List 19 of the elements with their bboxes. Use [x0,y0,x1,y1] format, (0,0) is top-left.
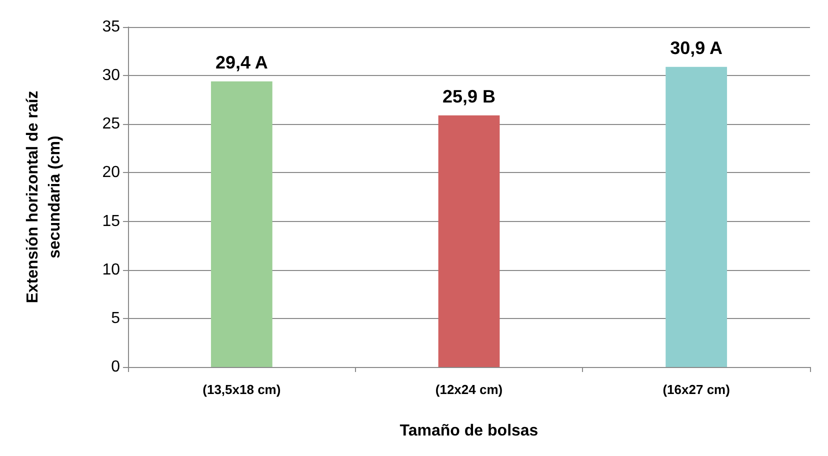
data-label: 29,4 A [215,52,268,72]
bar [210,81,272,367]
y-tick-label: 25 [102,116,120,133]
y-tick-label: 30 [102,67,120,84]
data-label: 30,9 A [670,38,723,58]
x-tick-label: (12x24 cm) [435,382,503,397]
data-label: 25,9 B [442,86,496,106]
x-axis-title: Tamaño de bolsas [400,422,538,440]
y-axis-title: Extensión horizontal de raíz secundaria (cm) [24,90,64,304]
bar [666,66,728,367]
x-tick-label: (13,5x18 cm) [202,382,281,397]
y-tick-label: 35 [102,18,120,36]
bar [438,115,500,367]
y-tick-label: 5 [111,310,120,327]
y-tick-label: 10 [102,261,120,278]
y-tick-label: 15 [102,212,120,230]
y-tick-label: 0 [111,358,120,376]
x-tick-label: (16x27 cm) [662,382,730,397]
y-tick-label: 20 [102,164,120,182]
